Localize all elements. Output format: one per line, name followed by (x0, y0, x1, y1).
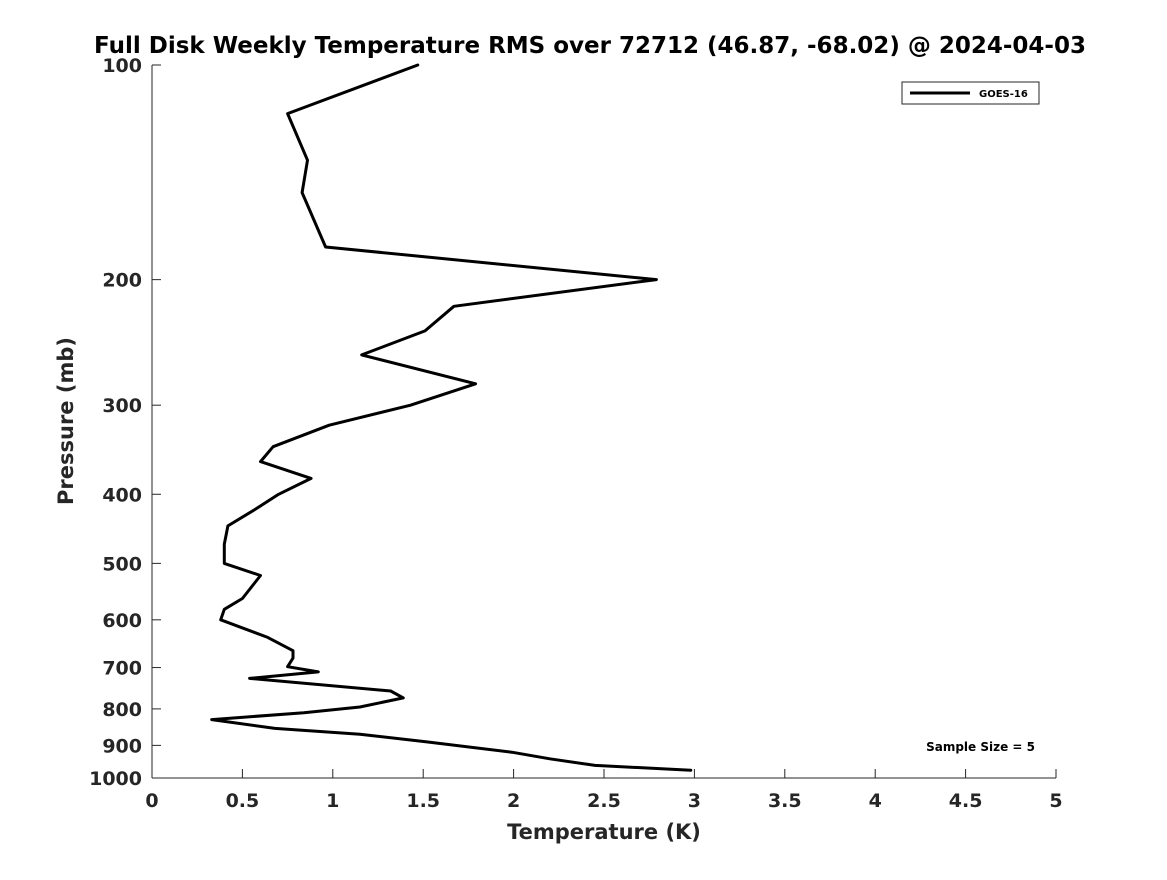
x-tick-label: 3 (688, 790, 701, 812)
y-tick-label: 100 (102, 55, 142, 77)
y-tick-label: 200 (102, 270, 142, 292)
y-axis-label: Pressure (mb) (54, 337, 78, 505)
y-tick-label: 800 (102, 699, 142, 721)
x-tick-label: 1.5 (406, 790, 440, 812)
sample-size-annotation: Sample Size = 5 (926, 740, 1035, 754)
y-tick-label: 400 (102, 484, 142, 506)
y-tick-label: 300 (102, 395, 142, 417)
series-layer (210, 63, 693, 772)
x-tick-label: 1 (326, 790, 339, 812)
legend: GOES-16 (901, 81, 1040, 105)
y-tick-label: 600 (102, 610, 142, 632)
x-tick-label: 5 (1049, 790, 1062, 812)
x-tick-label: 0.5 (226, 790, 260, 812)
x-tick-label: 4 (869, 790, 882, 812)
series-line-goes-16 (210, 63, 693, 772)
x-tick-label: 0 (145, 790, 158, 812)
x-tick-label: 3.5 (768, 790, 802, 812)
x-axis-ticks: 0 0.5 1 1.5 2 2.5 3 3.5 4 4.5 5 (145, 769, 1063, 812)
y-tick-label: 900 (102, 735, 142, 757)
y-tick-label: 500 (102, 553, 142, 575)
x-tick-label: 4.5 (949, 790, 983, 812)
y-tick-label: 700 (102, 658, 142, 680)
legend-label: GOES-16 (979, 89, 1028, 100)
chart-title: Full Disk Weekly Temperature RMS over 72… (94, 33, 1086, 59)
y-axis-ticks: 100 200 300 400 500 600 700 800 900 1000 (89, 55, 161, 790)
legend-box (901, 81, 1040, 105)
plot-area (152, 65, 1056, 778)
y-tick-label: 1000 (89, 768, 142, 790)
x-axis-label: Temperature (K) (507, 820, 701, 844)
x-tick-label: 2 (507, 790, 520, 812)
x-tick-label: 2.5 (587, 790, 621, 812)
